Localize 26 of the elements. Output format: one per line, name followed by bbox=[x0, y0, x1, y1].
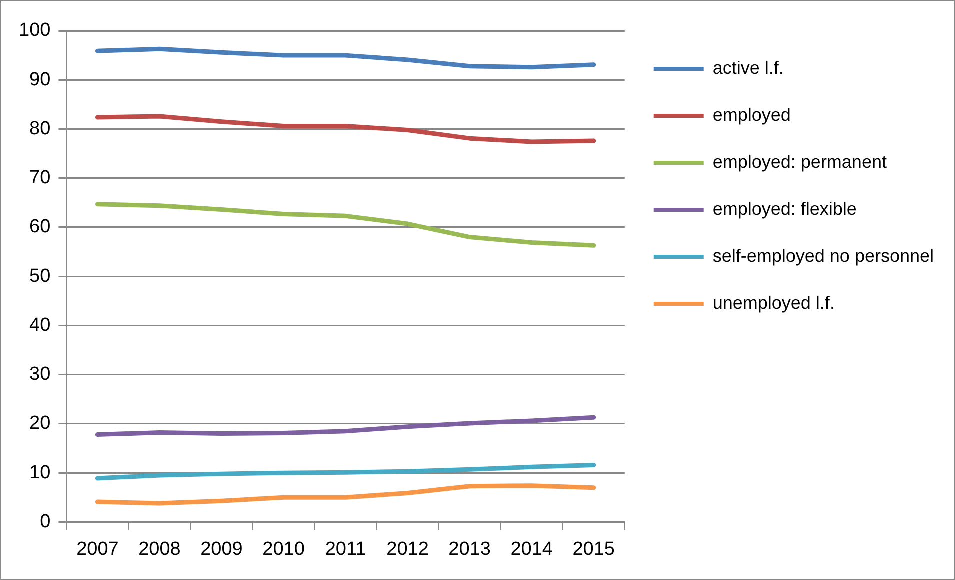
y-tick-label: 0 bbox=[40, 511, 51, 532]
x-tick-label: 2007 bbox=[76, 538, 119, 560]
y-tick-label: 30 bbox=[30, 364, 51, 386]
legend-label: active l.f. bbox=[712, 58, 784, 78]
y-tick-label: 10 bbox=[30, 462, 51, 484]
legend-label: unemployed l.f. bbox=[712, 292, 835, 313]
y-tick-label: 50 bbox=[30, 266, 51, 287]
y-tick-label: 40 bbox=[30, 314, 51, 336]
x-tick-label: 2015 bbox=[572, 538, 615, 560]
y-tick-label: 90 bbox=[30, 69, 51, 90]
y-tick-label: 20 bbox=[30, 413, 51, 434]
legend-label: self-employed no personnel bbox=[712, 246, 934, 266]
x-tick-label: 2011 bbox=[325, 538, 366, 560]
legend-label: employed: permanent bbox=[712, 152, 887, 172]
y-tick-label: 80 bbox=[30, 118, 51, 140]
y-tick-label: 100 bbox=[19, 20, 51, 42]
x-tick-label: 2013 bbox=[448, 538, 491, 560]
legend-label: employed bbox=[712, 104, 791, 125]
y-tick-label: 70 bbox=[30, 168, 51, 189]
legend-label: employed: flexible bbox=[712, 198, 857, 219]
x-tick-label: 2008 bbox=[138, 538, 181, 560]
x-tick-label: 2009 bbox=[200, 538, 243, 560]
y-tick-label: 60 bbox=[30, 216, 51, 238]
x-tick-label: 2014 bbox=[510, 538, 554, 560]
x-tick-label: 2012 bbox=[386, 538, 429, 560]
x-tick-label: 2010 bbox=[262, 538, 305, 560]
